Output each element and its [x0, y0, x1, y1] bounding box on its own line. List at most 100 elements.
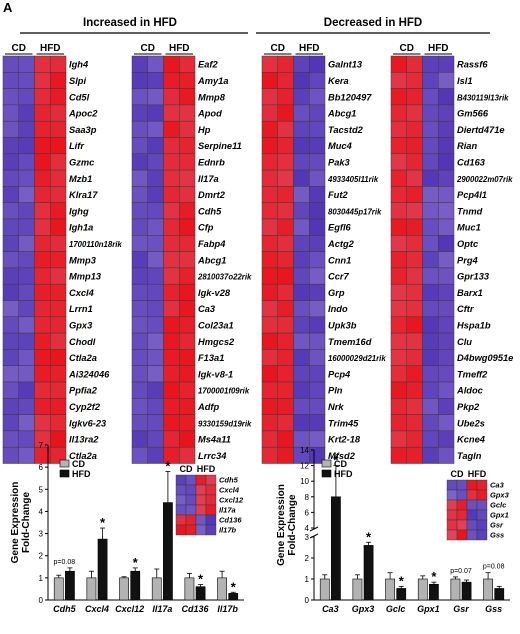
- heatmap-cell: [277, 186, 294, 203]
- heatmap-gene-label: 8030445p17rik: [328, 207, 382, 216]
- heatmap-cell: [147, 349, 164, 366]
- heatmap-gene-label: Eaf2: [198, 60, 218, 70]
- heatmap-cell: [34, 72, 51, 89]
- legend-hfd-swatch: [321, 469, 332, 478]
- heatmap-gene-label: 1700001f09rik: [198, 387, 250, 396]
- heatmap-gene-label: Cyp2f2: [69, 402, 101, 412]
- heatmap-cell: [163, 55, 180, 73]
- heatmap-gene-label: Kera: [328, 76, 349, 86]
- heatmap-cell: [131, 153, 148, 171]
- heatmap-gene-label: Pln: [328, 386, 343, 396]
- heatmap-cell: [406, 251, 423, 269]
- heatmap-gene-label: Serpine11: [198, 141, 242, 151]
- heatmap-cell: [50, 235, 67, 252]
- bar-hfd: [331, 496, 341, 601]
- increased-title: Increased in HFD: [83, 17, 177, 29]
- x-tick-label: Ca3: [322, 604, 339, 614]
- inset-cell: [175, 484, 187, 496]
- heatmap-cell: [131, 137, 148, 155]
- heatmap-cell: [261, 398, 278, 415]
- heatmap-gene-label: Col23a1: [198, 321, 234, 331]
- heatmap-cell: [422, 88, 439, 106]
- heatmap-cell: [18, 332, 35, 350]
- heatmap-cell: [147, 235, 164, 252]
- heatmap-cell: [293, 202, 310, 220]
- heatmap-gene-label: Cfp: [198, 223, 214, 233]
- inset-cell: [466, 489, 478, 501]
- heatmap-cell: [422, 349, 439, 366]
- heatmap-cell: [163, 186, 180, 203]
- heatmap-cell: [293, 381, 310, 399]
- heatmap-cell: [406, 349, 423, 366]
- heatmap-cell: [277, 430, 294, 448]
- heatmap-cell: [18, 218, 35, 236]
- heatmap-cell: [50, 430, 67, 448]
- x-tick-label: Cd136: [181, 604, 209, 614]
- heatmap-cell: [147, 88, 164, 106]
- heatmap-cell: [50, 316, 67, 334]
- bar-cd: [86, 577, 97, 601]
- heatmap-gene-label: D4bwg0951e: [457, 353, 513, 363]
- heatmap-cell: [406, 218, 423, 236]
- heatmap-cell: [277, 283, 294, 301]
- heatmap-cell: [179, 137, 196, 155]
- y-tick-label: 10: [300, 477, 309, 486]
- heatmap-cell: [422, 414, 439, 432]
- heatmap-cell: [131, 300, 148, 318]
- heatmap-cell: [2, 300, 19, 318]
- heatmap-gene-label: Klra17: [69, 190, 98, 200]
- heatmap-cell: [438, 235, 455, 252]
- inset-cell: [195, 524, 207, 536]
- heatmap-gene-label: Actg2: [327, 239, 355, 249]
- heatmap-cell: [18, 88, 35, 106]
- heatmap-cell: [438, 332, 455, 350]
- heatmap-gene-label: Ighg: [69, 206, 89, 216]
- heatmap-cell: [422, 235, 439, 252]
- heatmap-cell: [163, 88, 180, 106]
- heatmap-cell: [261, 235, 278, 252]
- inset-cell: [456, 519, 468, 531]
- heatmap-cell: [390, 153, 407, 171]
- heatmap-cell: [277, 398, 294, 415]
- heatmap-cell: [309, 186, 326, 203]
- inset-cell: [476, 519, 488, 531]
- heatmap-cell: [163, 414, 180, 432]
- heatmap-cell: [131, 332, 148, 350]
- inset-cell: [456, 509, 468, 521]
- heatmap-cell: [131, 381, 148, 399]
- heatmap-cell: [390, 251, 407, 269]
- heatmap-cell: [179, 365, 196, 383]
- heatmap-cell: [261, 300, 278, 318]
- heatmap-cell: [34, 169, 51, 187]
- heatmap-cell: [309, 153, 326, 171]
- heatmap-cell: [261, 446, 278, 464]
- heatmap-gene-label: Cnn1: [328, 255, 351, 265]
- heatmap-cell: [2, 251, 19, 269]
- heatmap-cell: [438, 365, 455, 383]
- heatmap-cell: [18, 104, 35, 122]
- inset-cell: [456, 479, 468, 491]
- heatmap-cell: [406, 55, 423, 73]
- heatmap-cell: [2, 88, 19, 106]
- significance-star: *: [431, 569, 437, 584]
- bar-hfd: [363, 545, 374, 601]
- heatmap-gene-label: Gm566: [457, 109, 489, 119]
- heatmap-cell: [438, 218, 455, 236]
- heatmap-cell: [293, 365, 310, 383]
- bar-cd: [53, 577, 64, 601]
- heatmap-cell: [309, 169, 326, 187]
- y-tick-label: 1: [305, 575, 310, 584]
- heatmap-cell: [261, 251, 278, 269]
- heatmap-cell: [309, 414, 326, 432]
- heatmap-cell: [438, 267, 455, 285]
- inset-cell: [185, 514, 197, 526]
- heatmap-cell: [390, 72, 407, 89]
- heatmap-gene-label: Lrrn1: [69, 304, 93, 314]
- heatmap-cell: [147, 55, 164, 73]
- heatmap-cell: [179, 398, 196, 415]
- heatmap-cell: [147, 137, 164, 155]
- inset-gene-label: Gclc: [490, 501, 507, 510]
- heatmap-cell: [163, 349, 180, 366]
- heatmap-gene-label: Rian: [457, 141, 477, 151]
